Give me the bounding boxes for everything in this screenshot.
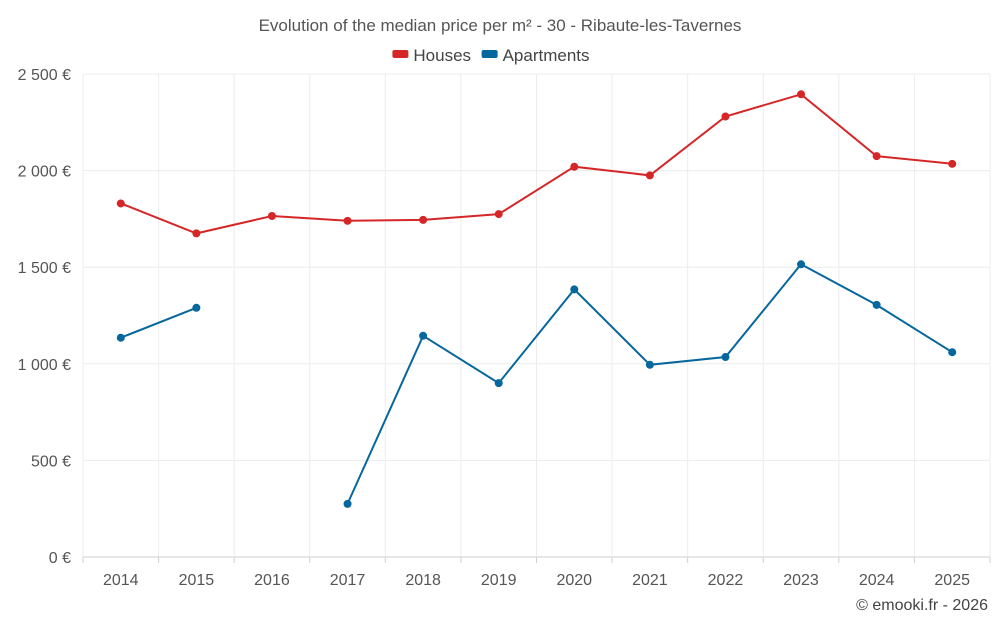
y-tick-label: 2 500 € <box>18 67 71 84</box>
x-tick-label: 2020 <box>556 572 592 589</box>
data-point-apartments <box>797 260 806 269</box>
legend-swatch <box>392 50 409 58</box>
x-tick-label: 2025 <box>934 572 970 589</box>
data-point-houses <box>419 215 428 224</box>
data-point-apartments <box>419 331 428 340</box>
data-point-apartments <box>570 285 579 294</box>
legend-label: Houses <box>413 46 471 65</box>
series-group <box>116 90 957 508</box>
x-tick-label: 2021 <box>632 572 668 589</box>
y-tick-label: 0 € <box>49 550 71 567</box>
y-tick-label: 1 000 € <box>18 357 71 374</box>
data-point-houses <box>948 159 957 168</box>
legend-swatch <box>481 50 498 58</box>
data-point-houses <box>570 162 579 171</box>
data-point-houses <box>192 229 201 238</box>
series-line-apartments <box>346 263 953 505</box>
data-point-apartments <box>645 360 654 369</box>
data-point-apartments <box>494 379 503 388</box>
legend-item-houses[interactable]: Houses <box>392 46 471 65</box>
data-point-houses <box>872 152 881 161</box>
legend: Houses Apartments <box>392 46 590 65</box>
x-tick-label: 2019 <box>481 572 517 589</box>
data-point-houses <box>721 112 730 121</box>
y-axis: 0 € 500 € 1 000 € 1 500 € 2 000 € 2 500 € <box>18 67 71 567</box>
credit-text: © emooki.fr - 2026 <box>856 597 988 614</box>
x-axis: 2014 2015 2016 2017 2018 2019 2020 2021 2022 2023… <box>82 557 991 589</box>
x-tick-label: 2016 <box>254 572 290 589</box>
x-tick-label: 2017 <box>330 572 366 589</box>
x-tick-label: 2024 <box>859 572 895 589</box>
data-point-apartments <box>948 348 957 357</box>
data-point-apartments <box>116 333 125 342</box>
data-point-houses <box>116 199 125 208</box>
data-point-houses <box>494 210 503 219</box>
x-tick-label: 2022 <box>708 572 744 589</box>
data-point-apartments <box>721 353 730 362</box>
data-point-houses <box>797 90 806 99</box>
data-point-houses <box>645 171 654 180</box>
series-line-apartments <box>120 306 197 339</box>
chart-title: Evolution of the median price per m² - 3… <box>259 16 742 35</box>
y-tick-label: 1 500 € <box>18 260 71 277</box>
y-tick-label: 2 000 € <box>18 164 71 181</box>
x-tick-label: 2023 <box>783 572 819 589</box>
grid <box>82 73 991 558</box>
x-tick-label: 2018 <box>405 572 441 589</box>
legend-label: Apartments <box>503 46 590 65</box>
y-tick-label: 500 € <box>31 453 71 470</box>
series-line-houses <box>120 93 953 235</box>
legend-item-apartments[interactable]: Apartments <box>481 46 590 65</box>
data-point-apartments <box>872 300 881 309</box>
data-point-apartments <box>343 499 352 508</box>
x-tick-label: 2015 <box>179 572 215 589</box>
series-houses <box>116 90 957 238</box>
data-point-houses <box>267 212 276 221</box>
data-point-apartments <box>192 303 201 312</box>
series-apartments <box>116 260 957 508</box>
x-tick-label: 2014 <box>103 572 139 589</box>
data-point-houses <box>343 216 352 225</box>
